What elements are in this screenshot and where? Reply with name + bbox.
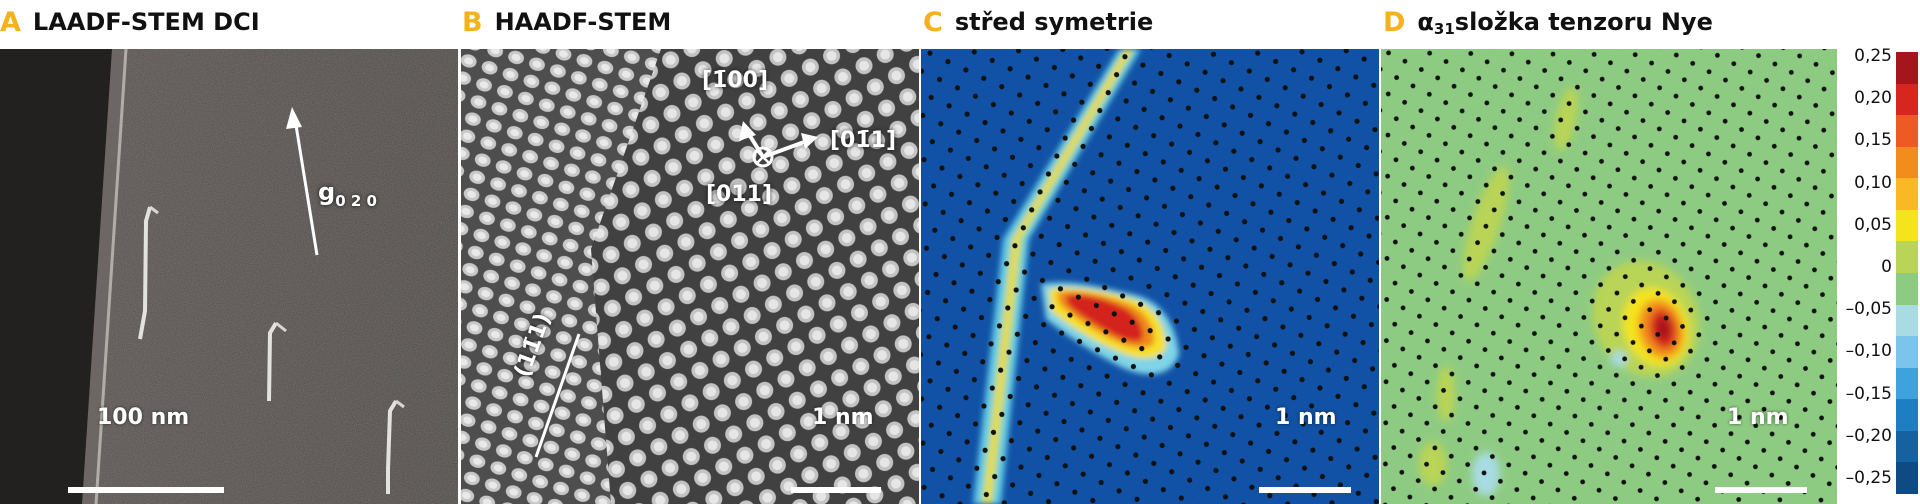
colorbar-segment (1896, 52, 1918, 85)
colorbar-segment (1896, 209, 1918, 242)
colorbar-tick-label: –0,15 (1845, 383, 1892, 404)
panel-b-header: B HAADF-STEM (462, 4, 671, 40)
colorbar-tick-label: –0,20 (1845, 425, 1892, 446)
panel-c-scale-label: 1 nm (1275, 405, 1337, 430)
panel-d-scale-bar (1715, 487, 1807, 493)
direction-label-100: [1̄00] (702, 68, 769, 93)
colorbar-tick-label: 0,20 (1854, 88, 1892, 109)
panel-a-scale-label: 100 nm (97, 405, 190, 430)
colorbar-tick-label: –0,05 (1845, 299, 1892, 320)
panel-d-title-symbol: α (1417, 8, 1434, 36)
colorbar-tick-label: –0,25 (1845, 468, 1892, 488)
panel-c-image (921, 49, 1379, 504)
colorbar-tick-label: 0,15 (1854, 130, 1892, 151)
panel-c-letter: C (923, 6, 943, 38)
colorbar-segment (1896, 178, 1918, 211)
panel-d-title-subscript: 31 (1433, 20, 1455, 38)
panel-d-image (1381, 49, 1837, 504)
panel-b-scale-bar (791, 487, 881, 493)
panel-b-letter: B (462, 6, 483, 38)
colorbar-tick-label: 0,25 (1854, 46, 1892, 66)
panel-a-scale-bar (68, 487, 224, 493)
colorbar-segment (1896, 83, 1918, 116)
panel-b-image (461, 49, 919, 504)
panel-c-scale-bar (1259, 487, 1351, 493)
colorbar-segment (1896, 241, 1918, 274)
colorbar-tick-label: 0 (1881, 257, 1892, 277)
orientation-arrows (739, 121, 818, 168)
colorbar-segment (1896, 273, 1918, 306)
colorbar-segment (1896, 399, 1918, 432)
panel-b-scale-label: 1 nm (812, 405, 874, 430)
panel-a-dislocations (138, 205, 405, 494)
colorbar-segment (1896, 115, 1918, 148)
panel-d-letter: D (1383, 6, 1406, 38)
panel-a-image (0, 49, 458, 504)
direction-label-011-bar: [01̄1] (830, 128, 897, 153)
vector-arrow-icon (286, 107, 302, 129)
panel-c-title: střed symetrie (954, 8, 1154, 36)
panel-d-scale-label: 1 nm (1727, 405, 1789, 430)
colorbar-segment (1896, 430, 1918, 463)
panel-a-letter: A (0, 6, 21, 38)
colorbar-tick-label: 0,10 (1854, 172, 1892, 193)
colorbar-segment (1896, 462, 1918, 495)
panel-a-header: A LAADF-STEM DCI (0, 4, 260, 40)
zone-axis-icon (752, 146, 774, 168)
panel-d-title: složka tenzoru Nye (1454, 8, 1713, 36)
colorbar-segment (1896, 367, 1918, 400)
panel-a-vector-subscript: 0 2 0 (335, 192, 377, 210)
colorbar-segment (1896, 336, 1918, 369)
colorbar-tick-label: –0,10 (1845, 341, 1892, 362)
panel-d-header: D α 31 složka tenzoru Nye (1383, 4, 1713, 40)
panel-b-title: HAADF-STEM (494, 8, 672, 36)
colorbar-segment (1896, 304, 1918, 337)
colorbar-tick-label: 0,05 (1854, 214, 1892, 235)
direction-label-011: [011] (706, 182, 773, 207)
panel-a-vector-label: g0 2 0 (318, 178, 377, 210)
panel-a-title: LAADF-STEM DCI (32, 8, 260, 36)
panel-c-header: C střed symetrie (923, 4, 1153, 40)
colorbar-segment (1896, 146, 1918, 179)
